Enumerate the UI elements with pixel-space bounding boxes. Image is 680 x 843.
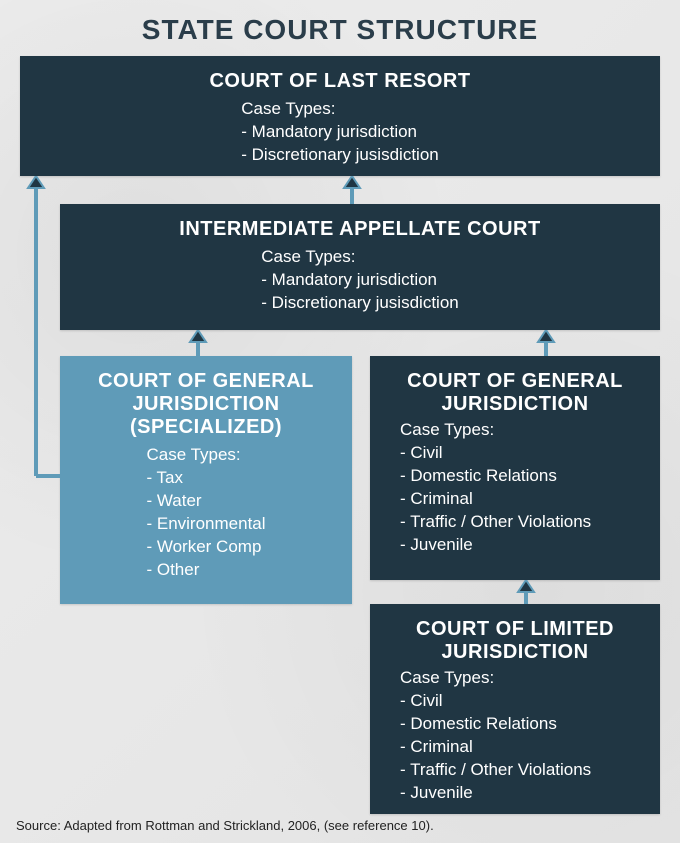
case-item: Juvenile: [400, 782, 640, 805]
arrow-elbow-icon: [20, 176, 64, 480]
box-general-specialized: COURT OF GENERAL JURISDICTION (SPECIALIZ…: [60, 356, 352, 604]
case-types-label: Case Types:: [146, 445, 265, 465]
case-item: Civil: [400, 690, 640, 713]
case-types-list: Civil Domestic Relations Criminal Traffi…: [400, 690, 640, 805]
case-types-list: Mandatory jurisdiction Discretionary jus…: [241, 121, 438, 167]
case-item: Traffic / Other Violations: [400, 511, 640, 534]
case-item: Discretionary jusisdiction: [241, 144, 438, 167]
arrow-up-icon: [516, 580, 536, 604]
case-types-label: Case Types:: [261, 247, 458, 267]
case-item: Tax: [146, 467, 265, 490]
page-title: STATE COURT STRUCTURE: [0, 14, 680, 46]
case-types-label: Case Types:: [400, 668, 640, 688]
box-title: COURT OF LIMITED JURISDICTION: [390, 618, 640, 664]
case-item: Juvenile: [400, 534, 640, 557]
case-item: Traffic / Other Violations: [400, 759, 640, 782]
diagram-canvas: STATE COURT STRUCTURE COURT OF LAST RESO…: [0, 0, 680, 843]
case-types-list: Civil Domestic Relations Criminal Traffi…: [400, 442, 640, 557]
title-line: COURT OF GENERAL: [407, 370, 623, 392]
case-item: Environmental: [146, 513, 265, 536]
box-title: INTERMEDIATE APPELLATE COURT: [80, 218, 640, 241]
case-item: Water: [146, 490, 265, 513]
case-item: Domestic Relations: [400, 713, 640, 736]
title-line: COURT OF LIMITED: [416, 618, 614, 640]
case-item: Domestic Relations: [400, 465, 640, 488]
case-item: Mandatory jurisdiction: [261, 269, 458, 292]
box-title: COURT OF LAST RESORT: [40, 70, 640, 93]
case-types-label: Case Types:: [400, 420, 640, 440]
case-item: Mandatory jurisdiction: [241, 121, 438, 144]
case-types-list: Tax Water Environmental Worker Comp Othe…: [146, 467, 265, 582]
case-item: Criminal: [400, 736, 640, 759]
arrow-up-icon: [188, 330, 208, 356]
case-item: Other: [146, 559, 265, 582]
arrow-up-icon: [536, 330, 556, 356]
title-line: JURISDICTION: [441, 641, 588, 663]
box-limited: COURT OF LIMITED JURISDICTION Case Types…: [370, 604, 660, 814]
box-last-resort: COURT OF LAST RESORT Case Types: Mandato…: [20, 56, 660, 176]
box-intermediate: INTERMEDIATE APPELLATE COURT Case Types:…: [60, 204, 660, 330]
title-line: JURISDICTION: [441, 393, 588, 415]
case-item: Civil: [400, 442, 640, 465]
case-types-label: Case Types:: [241, 99, 438, 119]
case-types-list: Mandatory jurisdiction Discretionary jus…: [261, 269, 458, 315]
title-line: (SPECIALIZED): [130, 416, 282, 438]
case-item: Discretionary jusisdiction: [261, 292, 458, 315]
case-item: Criminal: [400, 488, 640, 511]
arrow-up-icon: [342, 176, 362, 204]
box-title: COURT OF GENERAL JURISDICTION (SPECIALIZ…: [80, 370, 332, 439]
box-title: COURT OF GENERAL JURISDICTION: [390, 370, 640, 416]
case-item: Worker Comp: [146, 536, 265, 559]
title-line: JURISDICTION: [132, 393, 279, 415]
source-citation: Source: Adapted from Rottman and Strickl…: [16, 818, 434, 833]
box-general: COURT OF GENERAL JURISDICTION Case Types…: [370, 356, 660, 580]
title-line: COURT OF GENERAL: [98, 370, 314, 392]
